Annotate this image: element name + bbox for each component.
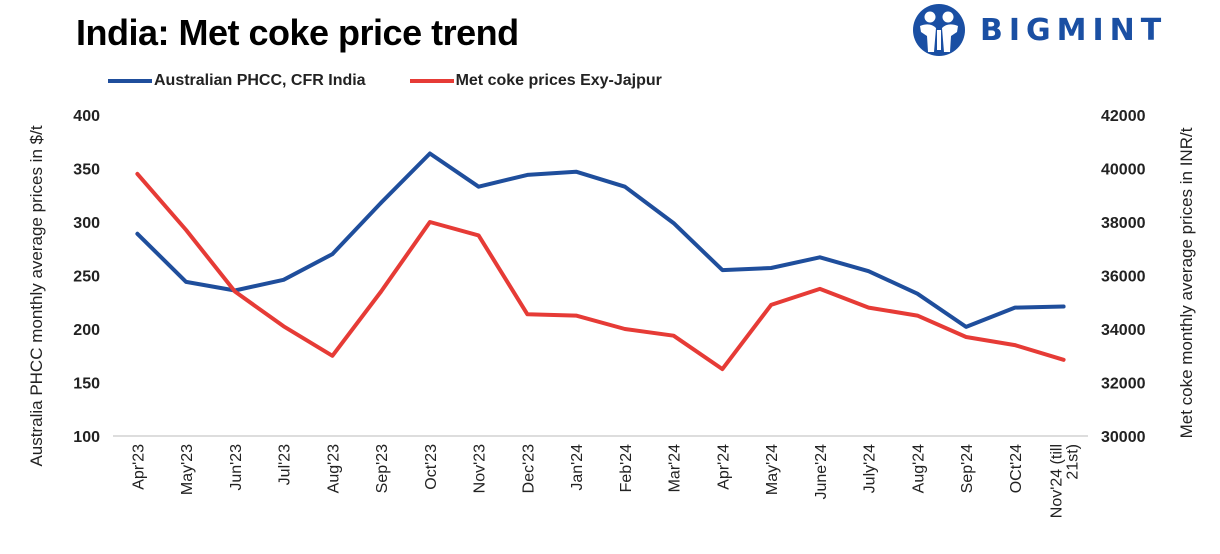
x-tick-label: Feb'24: [618, 444, 635, 493]
x-tick-label: Mar'24: [667, 444, 684, 493]
bigmint-logo: BIGMINT: [908, 2, 1167, 58]
x-tick-label: Aug'23: [325, 444, 342, 493]
right-tick-label: 38000: [1101, 215, 1146, 232]
left-tick-label: 200: [73, 322, 100, 339]
legend-item-metcoke: Met coke prices Exy-Jajpur: [409, 72, 662, 90]
series-lines: [135, 151, 1066, 372]
x-tick-label: Sep'24: [959, 444, 976, 493]
x-tick-label: Apr'23: [130, 444, 147, 490]
right-tick-label: 42000: [1101, 108, 1146, 125]
x-tick-label: OCt'24: [1008, 444, 1025, 493]
right-tick-label: 36000: [1101, 269, 1146, 286]
x-axis-ticks: Apr'23 May'23 Jun'23 Jul'23 Aug'23 Sep'23 Oct'…: [130, 444, 1081, 518]
left-tick-label: 100: [73, 429, 100, 446]
x-tick-label: May'24: [764, 444, 781, 495]
series-line-metcoke: [135, 171, 1066, 372]
people-globe-icon: [913, 4, 965, 56]
left-tick-label: 400: [73, 108, 100, 125]
x-tick-label: June'24: [813, 444, 830, 500]
left-tick-label: 250: [73, 269, 100, 286]
right-tick-label: 34000: [1101, 322, 1146, 339]
right-tick-label: 30000: [1101, 429, 1146, 446]
x-tick-label: Jan'24: [569, 444, 586, 491]
x-tick-label: Jul'23: [277, 444, 294, 485]
x-tick-label: Apr'24: [715, 444, 732, 490]
legend-swatch-metcoke: [409, 79, 454, 83]
legend-item-phcc: Australian PHCC, CFR India: [108, 72, 366, 90]
x-tick-label: Jun'23: [228, 444, 245, 491]
chart-title: India: Met coke price trend: [76, 12, 519, 53]
left-tick-label: 150: [73, 376, 100, 393]
right-axis-ticks: 30000 32000 34000 36000 38000 40000 42000: [1101, 108, 1146, 446]
right-tick-label: 32000: [1101, 376, 1146, 393]
x-tick-label: July'24: [862, 444, 879, 493]
series-line-phcc: [135, 151, 1066, 329]
left-axis-label: Australia PHCC monthly average prices in…: [27, 125, 46, 466]
right-tick-label: 40000: [1101, 162, 1146, 179]
legend-label-phcc: Australian PHCC, CFR India: [154, 72, 366, 89]
x-tick-label: May'23: [179, 444, 196, 495]
x-tick-label: Nov'24 (till21st): [1049, 444, 1082, 518]
x-tick-label: Aug'24: [910, 444, 927, 493]
left-tick-label: 350: [73, 162, 100, 179]
right-axis-label: Met coke monthly average prices in INR/t: [1177, 127, 1196, 438]
legend-label-metcoke: Met coke prices Exy-Jajpur: [455, 72, 662, 89]
x-tick-label: Nov'23: [472, 444, 489, 493]
left-axis-ticks: 100 150 200 250 300 350 400: [73, 108, 100, 446]
x-tick-label: Dec'23: [520, 444, 537, 493]
legend: Australian PHCC, CFR India Met coke pric…: [108, 72, 662, 90]
x-tick-label: Oct'23: [423, 444, 440, 490]
legend-swatch-phcc: [108, 79, 152, 83]
logo-text: BIGMINT: [980, 12, 1168, 48]
left-tick-label: 300: [73, 215, 100, 232]
x-tick-label: Sep'23: [374, 444, 391, 493]
